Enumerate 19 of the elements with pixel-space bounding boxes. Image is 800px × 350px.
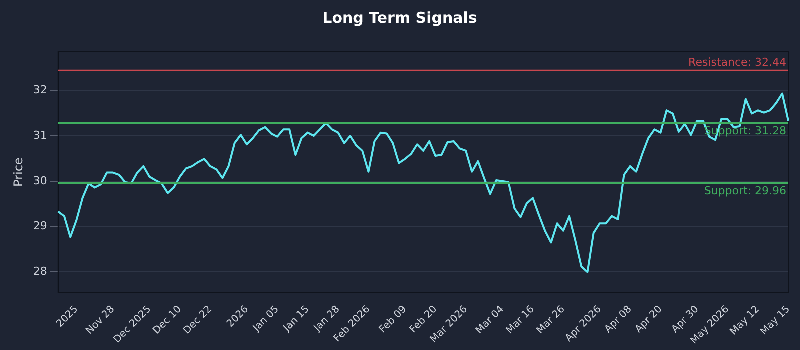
ref-line-label: Support: 29.96 <box>704 184 787 198</box>
y-tick-label: 31 <box>33 128 48 142</box>
y-tick-label: 32 <box>33 83 48 96</box>
y-tick-label: 30 <box>33 174 48 188</box>
ref-line-label: Resistance: 32.44 <box>688 56 787 69</box>
x-tick-label: Dec 10 <box>151 304 184 337</box>
y-axis-title: Price <box>11 158 26 187</box>
chart-title: Long Term Signals <box>322 8 478 27</box>
x-tick-label: Mar 16 <box>504 304 537 336</box>
x-tick-label: Jan 05 <box>250 304 282 335</box>
y-tick-label: 28 <box>33 265 48 278</box>
y-tick-label: 29 <box>33 220 48 233</box>
x-tick-label: Dec 22 <box>182 304 214 337</box>
x-tick-label: Mar 26 <box>534 304 568 336</box>
x-tick-label: Mar 04 <box>474 304 507 336</box>
x-tick-label: Feb 09 <box>378 304 410 336</box>
x-tick-label: Apr 08 <box>603 304 634 336</box>
x-tick-label: Apr 20 <box>633 304 665 336</box>
x-tick-label: Jan 15 <box>281 304 312 335</box>
